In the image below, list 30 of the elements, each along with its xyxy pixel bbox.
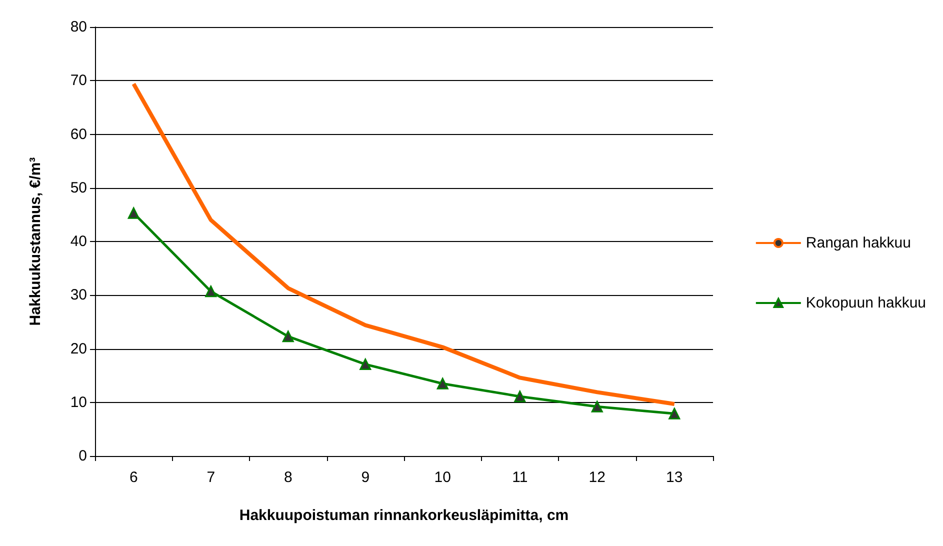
x-tick-label: 13 [666,469,683,486]
y-tick-label: 80 [70,18,87,36]
x-tick-label: 9 [361,469,370,486]
point [360,358,372,370]
line-series [132,82,676,406]
y-tick-label: 10 [70,394,87,411]
y-tick-label: 70 [70,72,87,90]
y-tick-label: 50 [70,179,87,196]
y-tick-label: 60 [70,126,87,143]
point [436,378,448,390]
point [205,286,217,298]
x-tick-label: 7 [206,469,216,486]
point [668,408,680,420]
y-tick-label: 30 [70,286,87,304]
x-axis-title: Hakkuupoistuman rinnankorkeusläpimitta, cm [239,507,569,524]
legend-label: Rangan hakkuu [806,234,911,252]
point [591,400,603,412]
y-tick-label: 40 [70,233,87,250]
y-tick-label: 0 [78,448,87,464]
x-tick-label: 6 [129,469,138,486]
legend-label: Kokopuun hakkuu [806,294,926,312]
y-tick-label: 20 [70,340,87,358]
point [282,330,294,342]
point [128,207,140,219]
x-tick-label: 10 [434,469,451,486]
y-axis-title: Hakkuukustannus, €/m³ [27,157,44,326]
x-tick-label: 8 [284,469,292,486]
point [514,390,526,402]
x-tick-label: 12 [588,469,606,486]
x-tick-label: 11 [512,469,528,486]
